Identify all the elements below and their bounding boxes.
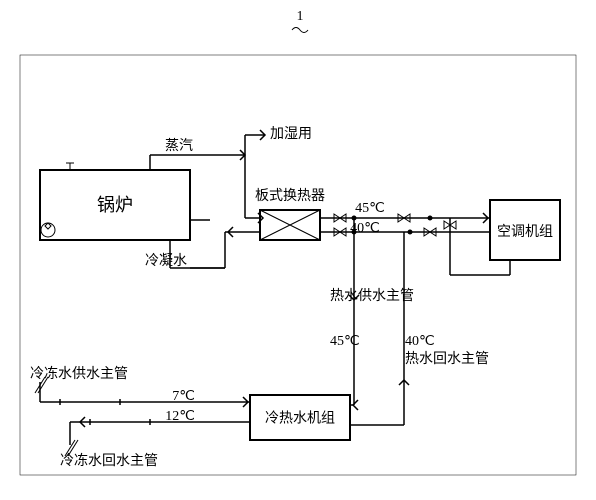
svg-text:7℃: 7℃ [172,389,195,404]
svg-text:40℃: 40℃ [405,334,435,349]
svg-text:冷冻水供水主管: 冷冻水供水主管 [30,365,128,382]
svg-text:热水回水主管: 热水回水主管 [405,351,489,367]
svg-text:锅炉: 锅炉 [97,195,133,215]
svg-text:空调机组: 空调机组 [497,224,553,240]
svg-text:45℃: 45℃ [355,201,385,216]
svg-text:冷热水机组: 冷热水机组 [265,411,335,427]
svg-text:加湿用: 加湿用 [270,126,312,142]
svg-text:45℃: 45℃ [330,334,360,349]
svg-text:蒸汽: 蒸汽 [165,138,193,154]
svg-text:热水供水主管: 热水供水主管 [330,288,414,304]
svg-text:冷冻水回水主管: 冷冻水回水主管 [60,452,158,469]
svg-text:冷凝水: 冷凝水 [145,253,187,269]
svg-text:板式换热器: 板式换热器 [255,187,325,204]
svg-text:1: 1 [297,9,304,24]
svg-text:12℃: 12℃ [165,409,195,424]
